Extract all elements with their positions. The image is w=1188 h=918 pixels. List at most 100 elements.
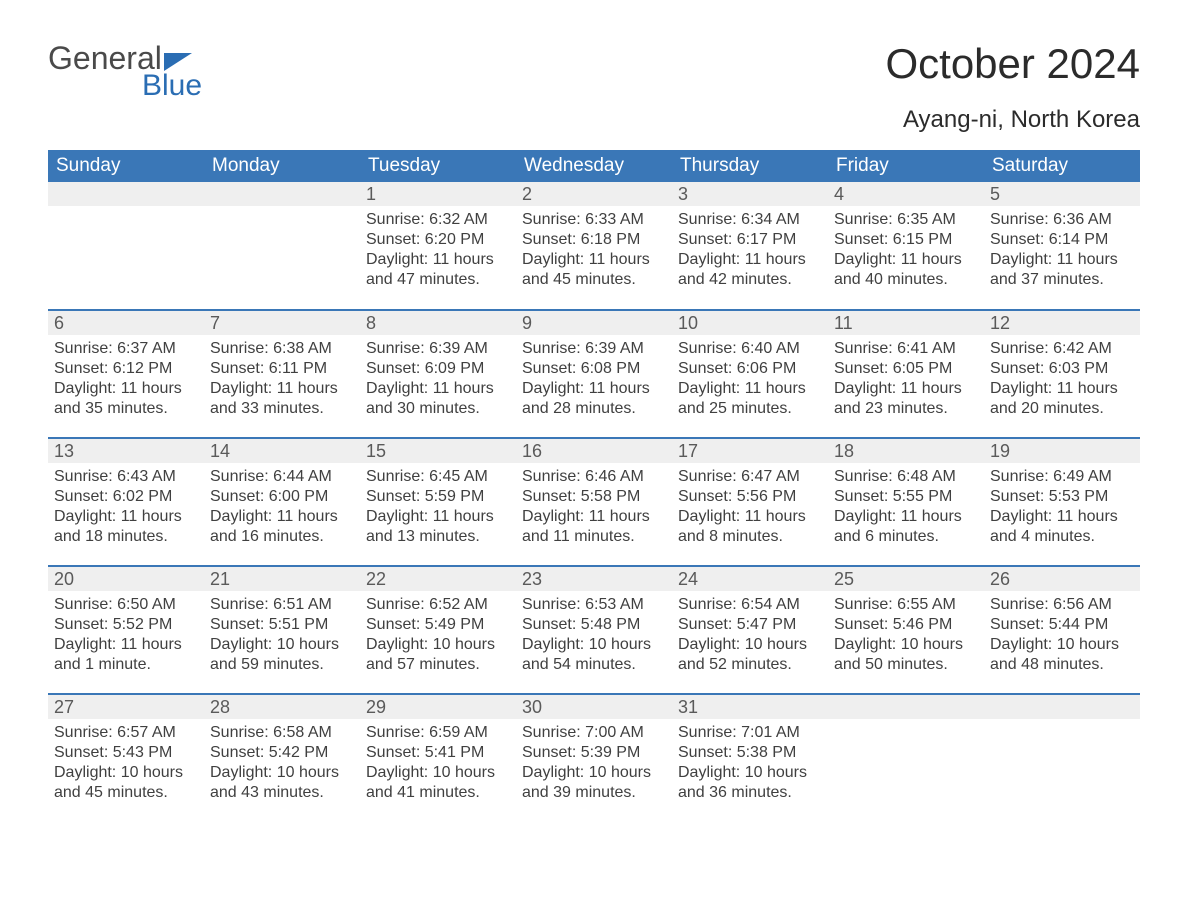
day-line: and 40 minutes.	[834, 270, 978, 290]
day-body: Sunrise: 6:49 AMSunset: 5:53 PMDaylight:…	[984, 463, 1140, 553]
day-header: Monday	[204, 150, 360, 182]
day-number: 8	[360, 311, 516, 335]
day-body: Sunrise: 6:41 AMSunset: 6:05 PMDaylight:…	[828, 335, 984, 425]
day-body: Sunrise: 6:44 AMSunset: 6:00 PMDaylight:…	[204, 463, 360, 553]
day-line: and 47 minutes.	[366, 270, 510, 290]
day-body: Sunrise: 6:39 AMSunset: 6:09 PMDaylight:…	[360, 335, 516, 425]
day-number: 20	[48, 567, 204, 591]
day-line: Sunrise: 6:43 AM	[54, 467, 198, 487]
logo: General Blue	[48, 40, 202, 103]
day-line: Daylight: 10 hours	[678, 763, 822, 783]
day-cell: 25Sunrise: 6:55 AMSunset: 5:46 PMDayligh…	[828, 566, 984, 694]
day-line: and 33 minutes.	[210, 399, 354, 419]
day-line: and 48 minutes.	[990, 655, 1134, 675]
day-number: 14	[204, 439, 360, 463]
day-number: 2	[516, 182, 672, 206]
day-cell: 3Sunrise: 6:34 AMSunset: 6:17 PMDaylight…	[672, 182, 828, 310]
day-header: Sunday	[48, 150, 204, 182]
title-block: October 2024 Ayang-ni, North Korea	[885, 40, 1140, 134]
day-line: Sunset: 6:12 PM	[54, 359, 198, 379]
day-cell: 20Sunrise: 6:50 AMSunset: 5:52 PMDayligh…	[48, 566, 204, 694]
day-cell: 21Sunrise: 6:51 AMSunset: 5:51 PMDayligh…	[204, 566, 360, 694]
day-line: Daylight: 11 hours	[678, 250, 822, 270]
day-line: and 45 minutes.	[54, 783, 198, 803]
day-cell: 28Sunrise: 6:58 AMSunset: 5:42 PMDayligh…	[204, 694, 360, 822]
day-line: and 35 minutes.	[54, 399, 198, 419]
day-cell: 13Sunrise: 6:43 AMSunset: 6:02 PMDayligh…	[48, 438, 204, 566]
week-row: 27Sunrise: 6:57 AMSunset: 5:43 PMDayligh…	[48, 694, 1140, 822]
day-line: Daylight: 10 hours	[210, 763, 354, 783]
day-line: Sunrise: 6:59 AM	[366, 723, 510, 743]
day-body: Sunrise: 6:39 AMSunset: 6:08 PMDaylight:…	[516, 335, 672, 425]
day-header: Friday	[828, 150, 984, 182]
day-line: Sunset: 5:38 PM	[678, 743, 822, 763]
day-cell: 12Sunrise: 6:42 AMSunset: 6:03 PMDayligh…	[984, 310, 1140, 438]
day-line: Sunset: 5:56 PM	[678, 487, 822, 507]
day-line: Daylight: 10 hours	[522, 635, 666, 655]
day-line: and 18 minutes.	[54, 527, 198, 547]
day-line: Sunset: 5:52 PM	[54, 615, 198, 635]
day-header: Wednesday	[516, 150, 672, 182]
day-number	[828, 695, 984, 719]
day-line: Sunset: 6:03 PM	[990, 359, 1134, 379]
day-number: 21	[204, 567, 360, 591]
day-line: Daylight: 11 hours	[990, 379, 1134, 399]
day-line: Sunset: 6:14 PM	[990, 230, 1134, 250]
day-line: Sunrise: 6:34 AM	[678, 210, 822, 230]
day-line: Sunset: 6:20 PM	[366, 230, 510, 250]
day-line: Sunset: 5:43 PM	[54, 743, 198, 763]
day-line: and 42 minutes.	[678, 270, 822, 290]
location-subtitle: Ayang-ni, North Korea	[885, 106, 1140, 134]
day-line: Sunset: 5:55 PM	[834, 487, 978, 507]
day-cell: 5Sunrise: 6:36 AMSunset: 6:14 PMDaylight…	[984, 182, 1140, 310]
day-number: 15	[360, 439, 516, 463]
day-cell: 1Sunrise: 6:32 AMSunset: 6:20 PMDaylight…	[360, 182, 516, 310]
day-body: Sunrise: 6:51 AMSunset: 5:51 PMDaylight:…	[204, 591, 360, 681]
day-line: Sunrise: 6:49 AM	[990, 467, 1134, 487]
day-cell: 11Sunrise: 6:41 AMSunset: 6:05 PMDayligh…	[828, 310, 984, 438]
day-line: and 6 minutes.	[834, 527, 978, 547]
day-cell: 2Sunrise: 6:33 AMSunset: 6:18 PMDaylight…	[516, 182, 672, 310]
day-header: Thursday	[672, 150, 828, 182]
day-line: Daylight: 11 hours	[54, 635, 198, 655]
day-line: Sunset: 5:53 PM	[990, 487, 1134, 507]
day-line: and 50 minutes.	[834, 655, 978, 675]
day-number: 11	[828, 311, 984, 335]
day-line: Daylight: 11 hours	[366, 507, 510, 527]
day-number: 23	[516, 567, 672, 591]
day-number: 1	[360, 182, 516, 206]
day-cell	[828, 694, 984, 822]
day-number: 7	[204, 311, 360, 335]
day-line: Sunset: 5:48 PM	[522, 615, 666, 635]
day-line: and 37 minutes.	[990, 270, 1134, 290]
day-number: 27	[48, 695, 204, 719]
day-body: Sunrise: 6:40 AMSunset: 6:06 PMDaylight:…	[672, 335, 828, 425]
day-line: Daylight: 10 hours	[678, 635, 822, 655]
day-line: Sunrise: 6:53 AM	[522, 595, 666, 615]
day-cell: 14Sunrise: 6:44 AMSunset: 6:00 PMDayligh…	[204, 438, 360, 566]
week-row: 20Sunrise: 6:50 AMSunset: 5:52 PMDayligh…	[48, 566, 1140, 694]
day-body: Sunrise: 6:38 AMSunset: 6:11 PMDaylight:…	[204, 335, 360, 425]
day-line: Daylight: 11 hours	[834, 250, 978, 270]
day-line: Sunrise: 6:36 AM	[990, 210, 1134, 230]
day-body: Sunrise: 6:32 AMSunset: 6:20 PMDaylight:…	[360, 206, 516, 296]
day-line: Sunset: 6:02 PM	[54, 487, 198, 507]
day-line: Daylight: 11 hours	[834, 379, 978, 399]
day-body: Sunrise: 6:48 AMSunset: 5:55 PMDaylight:…	[828, 463, 984, 553]
day-line: and 59 minutes.	[210, 655, 354, 675]
day-line: Sunrise: 6:55 AM	[834, 595, 978, 615]
day-body: Sunrise: 7:01 AMSunset: 5:38 PMDaylight:…	[672, 719, 828, 809]
day-body: Sunrise: 6:46 AMSunset: 5:58 PMDaylight:…	[516, 463, 672, 553]
day-line: Sunrise: 6:56 AM	[990, 595, 1134, 615]
day-body: Sunrise: 6:56 AMSunset: 5:44 PMDaylight:…	[984, 591, 1140, 681]
day-line: Sunset: 6:15 PM	[834, 230, 978, 250]
day-header: Saturday	[984, 150, 1140, 182]
day-body: Sunrise: 6:47 AMSunset: 5:56 PMDaylight:…	[672, 463, 828, 553]
day-cell: 22Sunrise: 6:52 AMSunset: 5:49 PMDayligh…	[360, 566, 516, 694]
day-line: Sunset: 5:59 PM	[366, 487, 510, 507]
day-line: Sunset: 6:05 PM	[834, 359, 978, 379]
day-line: Sunset: 6:09 PM	[366, 359, 510, 379]
day-line: Daylight: 11 hours	[522, 379, 666, 399]
day-body	[204, 206, 360, 216]
day-line: Sunset: 6:11 PM	[210, 359, 354, 379]
